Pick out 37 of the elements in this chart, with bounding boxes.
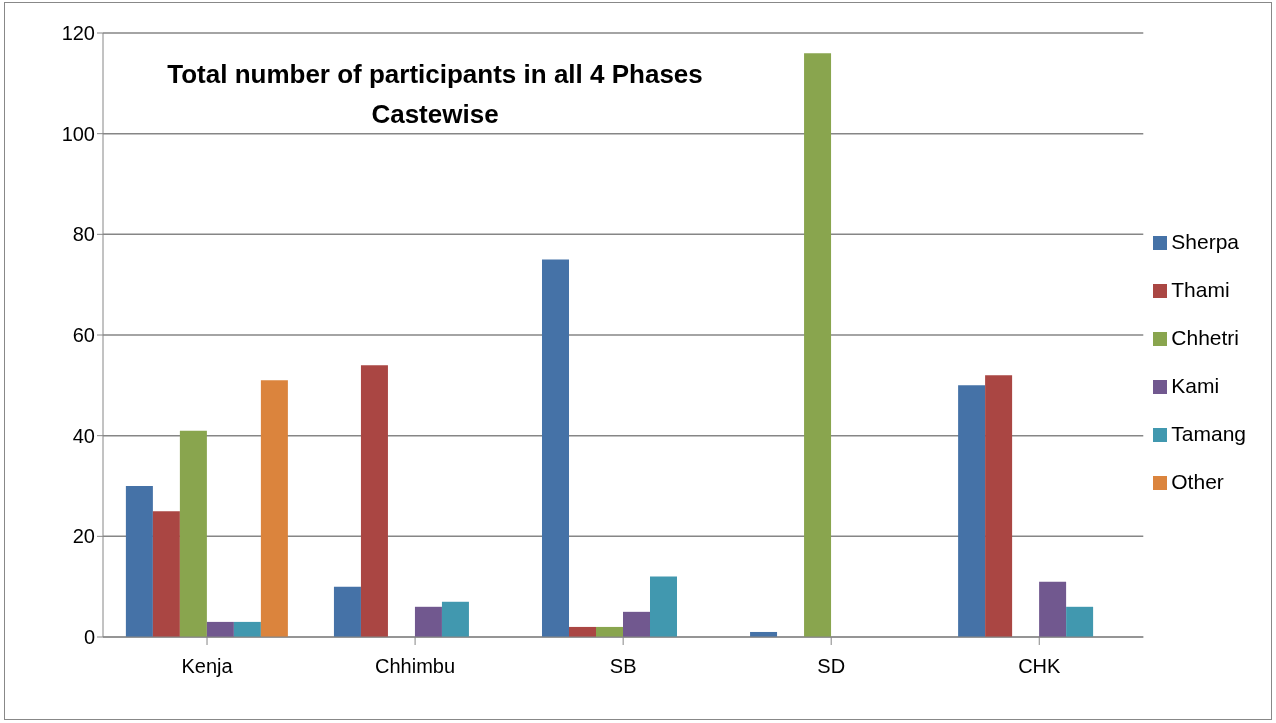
bar bbox=[233, 621, 261, 637]
bar bbox=[206, 621, 234, 637]
y-tick-label: 60 bbox=[72, 324, 95, 347]
y-tick-label: 0 bbox=[83, 626, 95, 649]
legend-label: Tamang bbox=[1171, 421, 1246, 445]
bar bbox=[414, 606, 442, 637]
bar bbox=[650, 576, 677, 637]
y-tick-label: 120 bbox=[61, 22, 95, 45]
legend-label: Other bbox=[1171, 469, 1224, 493]
bar bbox=[1066, 606, 1094, 637]
bar bbox=[125, 486, 153, 637]
bar bbox=[985, 375, 1013, 637]
bar bbox=[179, 430, 207, 637]
bar bbox=[804, 53, 832, 637]
bar bbox=[958, 385, 986, 637]
text: Total number of participants in all 4 Phases Castewise bbox=[166, 58, 704, 131]
legend-label: Kami bbox=[1171, 373, 1220, 397]
legend-label: Chhetri bbox=[1171, 325, 1239, 349]
bar bbox=[360, 365, 388, 637]
bar bbox=[260, 380, 288, 637]
x-tick-label: CHK bbox=[1018, 655, 1062, 678]
legend-label: Sherpa bbox=[1171, 229, 1239, 253]
x-tick-label: Chhimbu bbox=[375, 655, 456, 678]
x-tick-label: SB bbox=[609, 655, 637, 678]
bar bbox=[152, 511, 180, 637]
x-tick-label: Kenja bbox=[181, 655, 234, 678]
bar bbox=[333, 586, 361, 637]
bar bbox=[1039, 581, 1067, 637]
y-tick-label: 40 bbox=[72, 424, 95, 447]
y-tick-label: 20 bbox=[72, 525, 95, 548]
bar bbox=[623, 611, 650, 637]
y-tick-label: 80 bbox=[72, 223, 95, 246]
y-tick-label: 100 bbox=[61, 122, 95, 145]
bar bbox=[441, 601, 469, 637]
x-tick-label: SD bbox=[817, 655, 846, 678]
bar bbox=[542, 259, 569, 637]
legend-label: Thami bbox=[1171, 277, 1230, 301]
